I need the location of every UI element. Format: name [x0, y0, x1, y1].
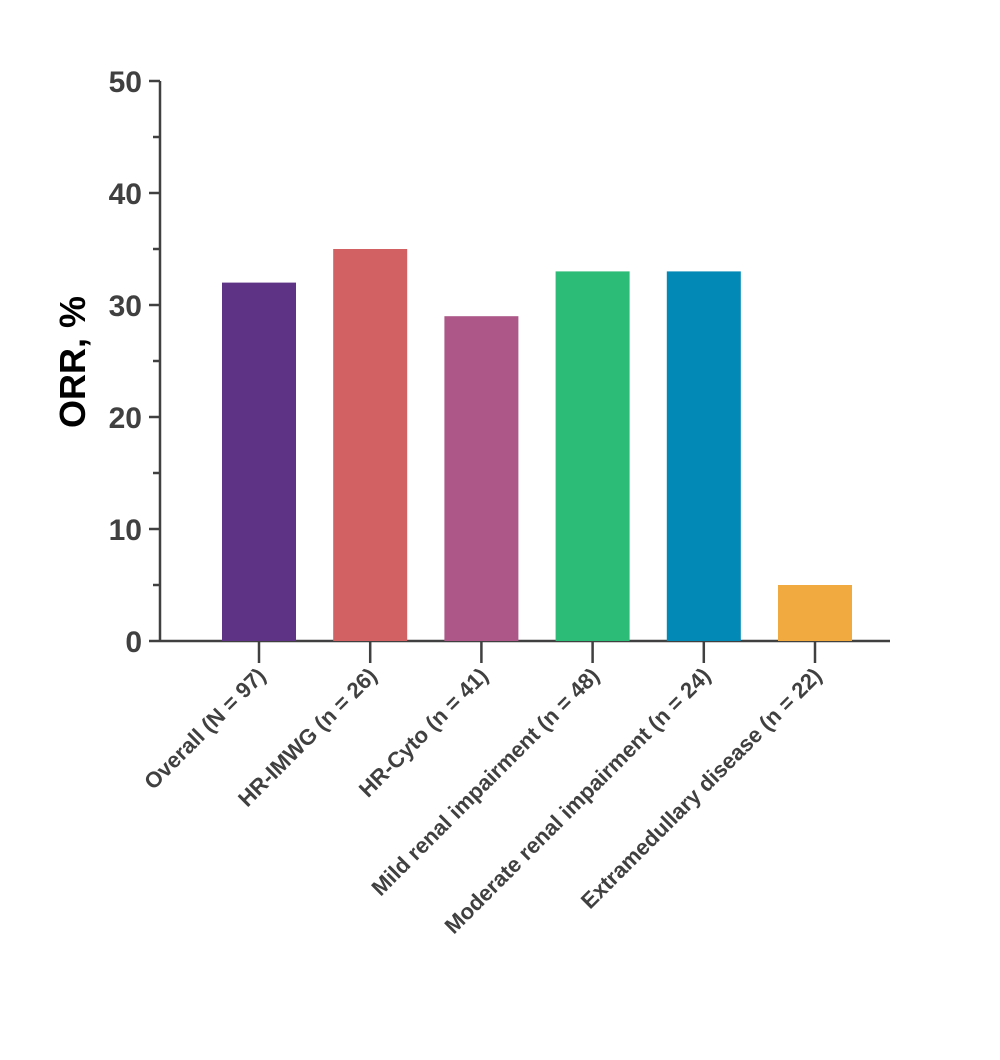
- y-tick-label: 50: [109, 66, 142, 99]
- y-tick-label: 10: [109, 514, 142, 547]
- category-labels: Overall (N = 97)HR-IMWG (n = 26)HR-Cyto …: [139, 663, 826, 939]
- x-tick-label: Mild renal impairment (n = 48): [366, 663, 604, 901]
- bar: [778, 585, 852, 641]
- y-tick-label: 30: [109, 290, 142, 323]
- bar: [444, 316, 519, 641]
- y-tick-label: 40: [109, 178, 142, 211]
- y-axis-title: ORR, %: [52, 296, 93, 428]
- bar: [555, 271, 630, 641]
- x-tick-label: Extramedullary disease (n = 22): [576, 663, 827, 914]
- x-axis: [160, 639, 890, 663]
- bar: [222, 282, 296, 641]
- bar: [666, 271, 741, 641]
- bar: [333, 249, 408, 641]
- x-tick-label: Overall (N = 97): [139, 663, 270, 794]
- y-tick-label: 0: [125, 626, 142, 659]
- y-tick-label: 20: [109, 402, 142, 435]
- y-axis: 0 10 20 30 40 50: [109, 66, 162, 659]
- bars: [222, 249, 852, 641]
